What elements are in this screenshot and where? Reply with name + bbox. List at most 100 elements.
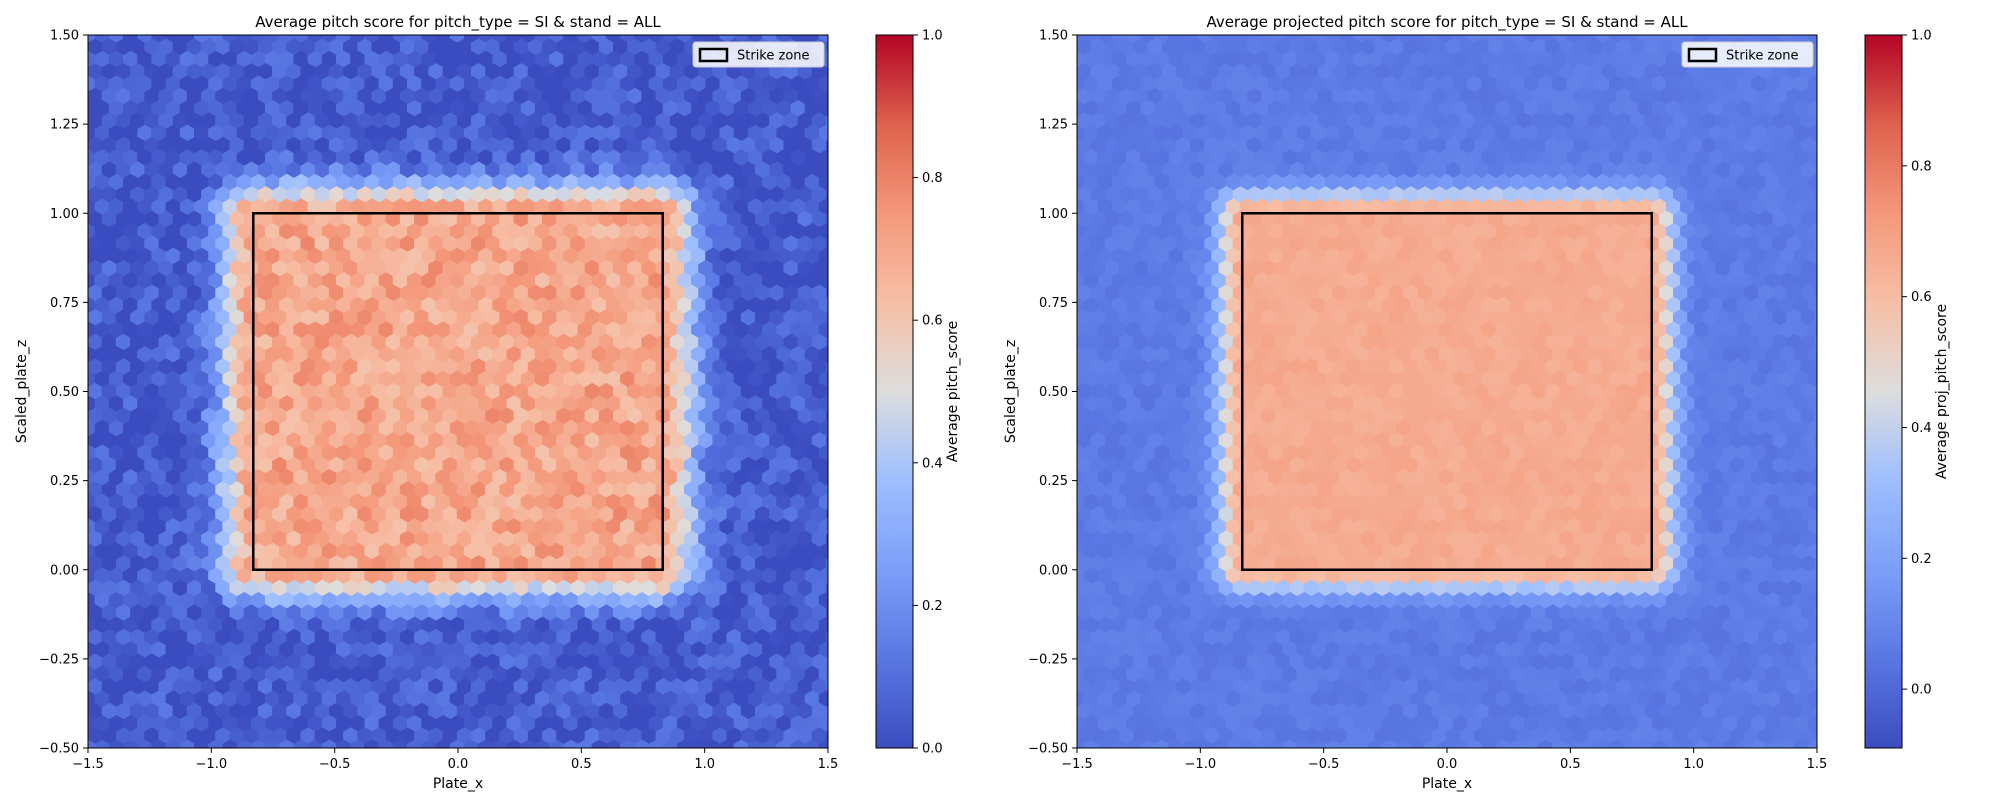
hexbin-cell [385, 210, 401, 229]
hexbin-cell [1211, 395, 1227, 413]
hexbin-cell [747, 419, 764, 438]
hexbin-cell [1197, 198, 1213, 216]
hexbin-cell [1587, 333, 1603, 352]
hexbin-cell [485, 555, 501, 573]
hexbin-cell [279, 296, 295, 315]
hexbin-cell [94, 321, 110, 339]
hexbin-cell [307, 395, 323, 413]
hexbin-cell [414, 333, 430, 352]
hexbin-cell [705, 592, 721, 610]
hexbin-cell [1140, 247, 1156, 266]
hexbin-cell [790, 149, 806, 167]
hexbin-cell [449, 50, 465, 69]
hexbin-cell [1289, 382, 1305, 401]
hexbin-cell [314, 432, 330, 450]
hexbin-cell [1367, 346, 1383, 364]
hexbin-cell [279, 173, 295, 192]
hexbin-cell [598, 112, 614, 130]
hexbin-cell [527, 309, 543, 327]
hexbin-cell [1175, 186, 1192, 204]
hexbin-cell [698, 530, 714, 549]
hexbin-cell [1268, 100, 1284, 118]
hexbin-cell [1077, 264, 1078, 274]
hexbin-cell [343, 530, 359, 549]
hexbin-cell [1367, 247, 1383, 266]
hexbin-cell [1587, 358, 1603, 376]
hexbin-cell [1715, 186, 1731, 204]
hexbin-cell [1183, 346, 1199, 364]
hexbin-cell [1104, 112, 1121, 130]
hexbin-cell [499, 309, 515, 327]
hexbin-cell [265, 223, 281, 241]
hexbin-cell [158, 63, 174, 81]
hexbin-cell [151, 419, 167, 438]
hexbin-cell [1232, 259, 1248, 278]
hexbin-cell [1793, 100, 1809, 118]
hexbin-cell [300, 284, 316, 303]
hexbin-cell [371, 579, 387, 598]
hexbin-cell [513, 161, 529, 180]
hexbin-cell [598, 628, 614, 647]
hexbin-cell [1609, 223, 1625, 241]
hexbin-cell [755, 358, 771, 376]
hexbin-cell [1609, 272, 1625, 290]
hexbin-cell [1218, 259, 1234, 278]
hexbin-cell [1552, 395, 1568, 413]
hexbin-cell [243, 653, 259, 672]
hexbin-cell [222, 75, 238, 93]
hexbin-cell [272, 456, 288, 475]
hexbin-cell [1403, 136, 1419, 155]
hexbin-cell [314, 604, 330, 622]
hexbin-cell [534, 272, 551, 290]
hexbin-cell [257, 727, 274, 745]
hexbin-cell [1445, 235, 1461, 253]
hexbin-cell [257, 87, 274, 106]
hexbin-cell [1609, 149, 1625, 167]
hexbin-cell [797, 678, 813, 696]
hexbin-cell [257, 432, 274, 450]
hexbin-cell [1232, 210, 1248, 229]
hexbin-cell [662, 493, 678, 512]
hexbin-cell [286, 702, 302, 721]
hexbin-cell [1396, 296, 1412, 315]
hexbin-cell [101, 38, 117, 57]
hexbin-cell [783, 555, 799, 573]
hexbin-cell [584, 87, 600, 106]
hexbin-cell [229, 432, 245, 450]
hexbin-cell [165, 444, 181, 462]
hexbin-cell [1296, 346, 1312, 364]
hexbin-cell [1168, 149, 1184, 167]
hexbin-cell [1467, 173, 1483, 192]
hexbin-cell [165, 173, 181, 192]
hexbin-cell [137, 223, 153, 241]
hexbin-cell [534, 690, 551, 708]
hexbin-cell [243, 530, 259, 549]
hexbin-cell [66, 666, 81, 684]
hexbin-cell [705, 444, 721, 462]
hexbin-cell [229, 333, 245, 352]
hexbin-cell [584, 653, 600, 672]
hexbin-cell [747, 444, 764, 462]
hexbin-cell [1246, 112, 1263, 130]
hexbin-cell [1729, 210, 1746, 229]
hexbin-cell [414, 63, 430, 81]
hexbin-cell [179, 149, 195, 167]
hexbin-cell [1545, 382, 1561, 401]
hexbin-cell [506, 247, 522, 266]
hexbin-cell [208, 296, 224, 315]
hexbin-cell [250, 50, 267, 69]
hexbin-cell [364, 198, 380, 216]
hexbin-cell [321, 444, 338, 462]
hexbin-cell [712, 309, 728, 327]
hexbin-cell [435, 395, 451, 413]
hexbin-cell [1396, 173, 1412, 192]
hexbin-cell [456, 210, 472, 229]
hexbin-cell [1183, 296, 1199, 315]
hexbin-cell [570, 259, 586, 278]
hexbin-cell [350, 370, 366, 389]
hexbin-cell [485, 112, 501, 130]
hexbin-cell [449, 149, 465, 167]
x-axis-ticks: −1.5 −1.0 −0.5 0.0 0.5 1.0 1.5 [72, 748, 838, 772]
hexbin-cell [634, 321, 650, 339]
